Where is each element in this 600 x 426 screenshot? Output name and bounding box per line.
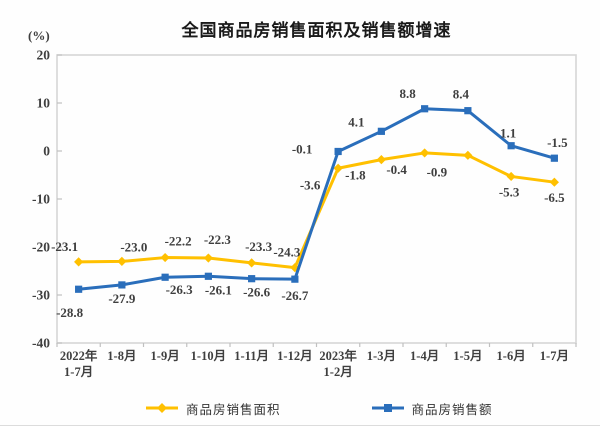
data-label: -28.8 — [56, 305, 84, 320]
data-point-marker — [160, 252, 170, 263]
data-point-marker — [291, 275, 299, 283]
x-axis-label: 1-8月 — [107, 349, 136, 363]
data-label: -0.1 — [292, 141, 313, 156]
x-axis-label: 1-10月 — [191, 349, 226, 363]
y-axis-label: -30 — [32, 288, 50, 303]
x-axis-label: 1-4月 — [410, 349, 439, 363]
data-point-marker — [464, 107, 472, 115]
data-label: -26.6 — [243, 285, 271, 300]
data-point-marker — [549, 177, 559, 187]
x-axis-label: 1-11月 — [234, 349, 269, 363]
data-label: -0.9 — [427, 164, 448, 179]
data-label: 8.8 — [400, 86, 417, 101]
data-point-marker — [334, 147, 342, 156]
data-point-marker — [161, 273, 169, 281]
y-axis-label: -10 — [32, 192, 50, 207]
series-line-0 — [77, 151, 556, 270]
data-label: 8.4 — [453, 87, 470, 102]
y-axis-label: 10 — [37, 96, 51, 111]
data-label: -26.3 — [166, 282, 194, 297]
x-axis-label: 2023年 — [319, 348, 357, 363]
data-point-marker — [247, 258, 257, 268]
x-axis-label: 2022年 — [60, 348, 98, 363]
data-point-marker — [506, 171, 516, 182]
series-line-1 — [77, 107, 556, 291]
data-label: -22.3 — [204, 232, 232, 247]
legend-item-sales-area: 商品房销售面积 — [145, 399, 281, 418]
y-axis-unit-label: (%) — [28, 28, 50, 43]
x-axis-label: 1-6月 — [497, 349, 526, 363]
data-label: -0.4 — [386, 162, 407, 177]
data-point-marker — [507, 142, 515, 150]
data-point-marker — [204, 272, 212, 280]
data-point-marker — [333, 163, 343, 173]
y-axis-label: -20 — [32, 240, 50, 255]
x-axis-label: 1-12月 — [277, 349, 312, 363]
data-label: -3.6 — [300, 177, 321, 192]
data-label: -26.1 — [205, 282, 232, 297]
data-point-marker — [74, 257, 84, 267]
x-axis-label: 1-9月 — [151, 349, 180, 363]
x-axis-label: 1-2月 — [324, 365, 353, 379]
data-label: -23.3 — [245, 239, 273, 254]
data-label: -26.7 — [281, 288, 309, 303]
data-label: -22.2 — [165, 234, 192, 249]
chart-title: 全国商品房销售面积及销售额增速 — [181, 21, 452, 40]
data-point-marker — [118, 281, 126, 289]
data-label: -5.3 — [499, 184, 520, 199]
data-label: -6.5 — [544, 190, 565, 205]
y-axis-label: -40 — [32, 336, 50, 351]
legend-item-sales-amount: 商品房销售额 — [371, 399, 493, 418]
x-axis-label: 1-7月 — [540, 349, 569, 363]
chart-legend: 商品房销售面积 商品房销售额 — [0, 398, 600, 418]
data-point-marker — [377, 127, 385, 135]
data-label: -23.1 — [51, 239, 78, 254]
data-label: -23.0 — [120, 239, 147, 254]
data-label: 4.1 — [348, 114, 364, 129]
legend-label-sales-amount: 商品房销售额 — [411, 402, 493, 417]
data-point-marker — [75, 285, 83, 293]
legend-label-sales-area: 商品房销售面积 — [186, 402, 281, 417]
y-axis-label: 0 — [43, 144, 50, 159]
data-point-marker — [421, 105, 429, 113]
data-point-marker — [376, 155, 386, 165]
data-label: -1.8 — [345, 168, 366, 183]
data-point-marker — [420, 148, 430, 158]
x-axis-label: 1-3月 — [367, 349, 396, 363]
x-axis-label: 1-5月 — [453, 349, 482, 363]
data-point-marker — [248, 275, 256, 283]
data-point-marker — [550, 154, 558, 162]
data-label: 1.1 — [500, 126, 516, 141]
sales-area-line-icon — [146, 403, 178, 413]
data-point-marker — [203, 253, 213, 263]
data-label: -1.5 — [547, 135, 568, 150]
data-point-marker — [463, 150, 473, 160]
data-point-marker — [117, 256, 127, 266]
x-axis-label: 1-7月 — [64, 365, 93, 379]
sales-amount-line-icon — [371, 404, 404, 412]
data-label: -27.9 — [108, 291, 136, 306]
data-label: -24.3 — [273, 245, 301, 260]
y-axis-label: 20 — [37, 48, 51, 63]
